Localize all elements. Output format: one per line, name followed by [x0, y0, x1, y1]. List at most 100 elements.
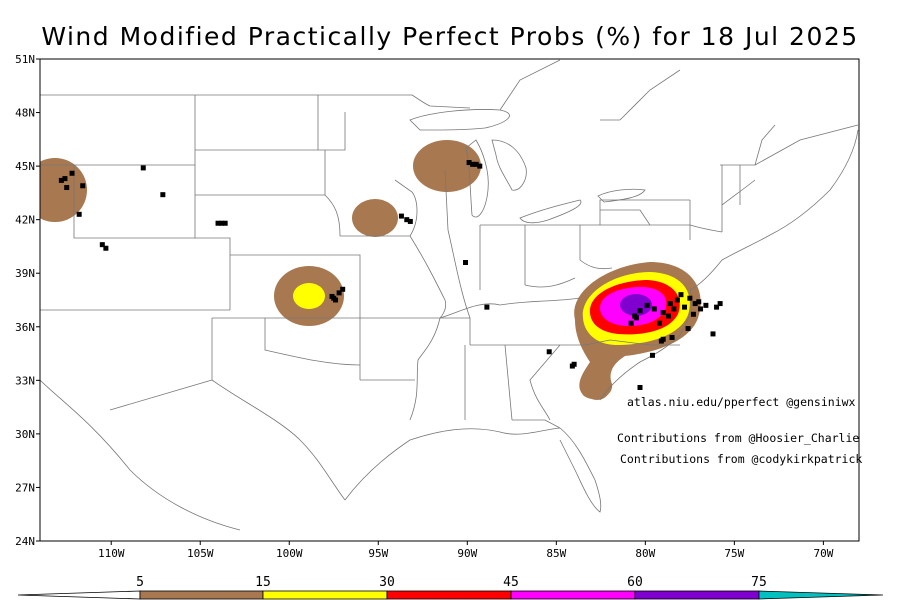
colorbar-segment [510, 590, 636, 600]
colorbar-segment [386, 590, 512, 600]
report-marker [331, 295, 337, 301]
report-marker [660, 309, 666, 315]
lat-tick-label: 36N [15, 321, 35, 334]
report-marker [470, 161, 476, 167]
lat-tick-label: 39N [15, 267, 35, 280]
prob-area-iowa [352, 199, 398, 237]
prob-area-central-plains-15 [293, 283, 325, 309]
prob-area-mid-atlantic-60 [620, 294, 652, 316]
colorbar-label: 45 [503, 575, 519, 590]
report-marker [76, 211, 82, 217]
colorbar-label: 30 [379, 575, 395, 590]
lake-superior [409, 109, 510, 131]
lon-tick-label: 90W [457, 547, 477, 560]
report-marker [665, 313, 671, 319]
report-marker [633, 315, 639, 321]
colorbar-label: 5 [136, 575, 144, 590]
geography-lines [40, 59, 859, 531]
lake-michigan [465, 139, 489, 218]
colorbar-label: 15 [255, 575, 271, 590]
lat-tick-label: 33N [15, 374, 35, 387]
report-marker [651, 306, 657, 312]
report-marker [219, 220, 225, 226]
color-bar: 5 15 30 45 60 75 [17, 575, 884, 600]
report-marker [407, 218, 413, 224]
report-marker [477, 163, 483, 169]
report-marker [717, 301, 723, 307]
report-marker [99, 242, 105, 248]
report-marker [685, 326, 691, 332]
report-marker [58, 177, 64, 183]
report-marker [649, 352, 655, 358]
report-marker [658, 338, 664, 344]
report-marker [62, 176, 68, 182]
report-marker [64, 185, 70, 191]
lat-tick-label: 24N [15, 535, 35, 548]
credit-contrib-2: Contributions from @codykirkpatrick [620, 452, 863, 466]
colorbar-low-arrow [17, 590, 141, 600]
report-marker [714, 304, 720, 310]
lon-tick-label: 80W [635, 547, 655, 560]
report-marker [674, 297, 680, 303]
lat-tick-label: 42N [15, 214, 35, 227]
lon-tick-label: 70W [813, 547, 833, 560]
report-marker [569, 363, 575, 369]
probability-fills [40, 140, 701, 400]
report-marker [667, 301, 673, 307]
lat-tick-label: 30N [15, 428, 35, 441]
longitude-axis: 110W 105W 100W 95W 90W 85W 80W 75W 70W [98, 541, 834, 560]
report-marker [637, 384, 643, 390]
map-title: Wind Modified Practically Perfect Probs … [41, 22, 859, 51]
report-marker [466, 160, 472, 166]
report-marker [340, 286, 346, 292]
report-marker [690, 311, 696, 317]
lat-tick-label: 48N [15, 107, 35, 120]
lake-ontario [597, 188, 646, 203]
report-marker [710, 331, 716, 337]
lake-huron [491, 139, 527, 191]
lat-tick-label: 45N [15, 160, 35, 173]
colorbar-high-arrow [758, 590, 884, 600]
report-marker [484, 304, 490, 310]
report-marker [103, 245, 109, 251]
colorbar-segment [262, 590, 388, 600]
report-marker [637, 308, 643, 314]
colorbar-segment [139, 590, 264, 600]
report-marker [463, 260, 469, 266]
lon-tick-label: 95W [368, 547, 388, 560]
colorbar-label: 75 [751, 575, 767, 590]
report-marker [80, 183, 86, 189]
report-marker [696, 299, 702, 305]
report-marker [687, 295, 693, 301]
lake-erie [519, 199, 582, 224]
prob-area-idaho-montana [40, 158, 87, 222]
lon-tick-label: 100W [276, 547, 303, 560]
prob-area-wisconsin [413, 140, 481, 192]
report-marker [69, 170, 75, 176]
prob-area-south-carolina [584, 376, 610, 400]
lon-tick-label: 110W [98, 547, 125, 560]
colorbar-segment [634, 590, 760, 600]
colorbar-label: 60 [627, 575, 643, 590]
lon-tick-label: 105W [187, 547, 214, 560]
report-marker [657, 320, 663, 326]
report-marker [140, 165, 146, 171]
report-marker [682, 304, 688, 310]
lon-tick-label: 75W [724, 547, 744, 560]
report-markers [58, 160, 723, 390]
canada-border [40, 94, 471, 109]
lat-tick-label: 27N [15, 481, 35, 494]
lat-tick-label: 51N [15, 53, 35, 66]
report-marker [644, 302, 650, 308]
lon-tick-label: 85W [546, 547, 566, 560]
report-marker [222, 220, 228, 226]
latitude-axis: 51N 48N 45N 42N 39N 36N 33N 30N 27N 24N [15, 53, 40, 548]
report-marker [398, 213, 404, 219]
report-marker [336, 290, 342, 296]
report-marker [215, 220, 221, 226]
report-marker [628, 320, 634, 326]
report-marker [703, 302, 709, 308]
report-marker [160, 192, 166, 198]
report-marker [404, 217, 410, 223]
